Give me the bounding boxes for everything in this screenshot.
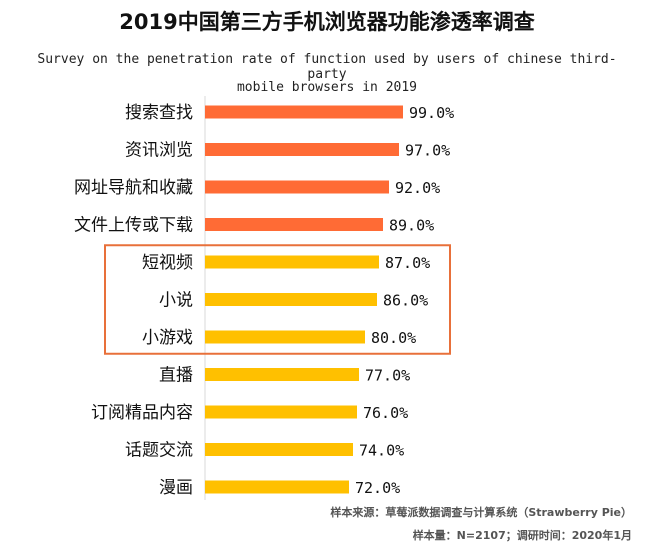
bar: [205, 293, 377, 306]
category-label: 小游戏: [142, 328, 193, 348]
category-label: 直播: [159, 366, 193, 386]
bar: [205, 255, 379, 269]
data-label: 89.0%: [389, 217, 434, 235]
highlight-box: [104, 244, 451, 355]
category-label: 搜索查找: [125, 103, 193, 123]
category-label: 漫画: [159, 478, 193, 498]
category-label: 订阅精品内容: [91, 403, 193, 423]
bar: [205, 218, 383, 231]
data-label: 76.0%: [363, 404, 408, 422]
category-label: 资讯浏览: [125, 141, 193, 161]
bar: [205, 443, 353, 456]
category-label: 短视频: [142, 253, 193, 273]
source-note: 样本来源：草莓派数据调查与计算系统（Strawberry Pie）: [330, 506, 632, 519]
category-label: 网址导航和收藏: [74, 178, 193, 198]
data-label: 74.0%: [359, 442, 404, 460]
data-label: 87.0%: [385, 254, 430, 272]
bar: [205, 105, 403, 119]
bar: [205, 330, 365, 344]
bar: [205, 368, 359, 381]
chart-subtitle-line2: mobile browsers in 2019: [236, 80, 417, 95]
data-label: 99.0%: [409, 104, 454, 122]
category-label: 小说: [159, 291, 193, 311]
data-label: 80.0%: [371, 329, 416, 347]
bar: [205, 143, 399, 156]
data-label: 92.0%: [395, 179, 440, 197]
chart-title: 2019中国第三方手机浏览器功能渗透率调查: [119, 10, 535, 34]
category-label: 文件上传或下载: [74, 216, 193, 236]
bar: [205, 405, 357, 419]
chart-subtitle-line1: Survey on the penetration rate of functi…: [37, 52, 617, 82]
sample-note: 样本量：N=2107；调研时间：2020年1月: [412, 529, 632, 542]
category-label: 话题交流: [125, 441, 193, 461]
data-label: 86.0%: [383, 292, 428, 310]
data-label: 97.0%: [405, 142, 450, 160]
bar: [205, 480, 349, 494]
data-label: 77.0%: [365, 367, 410, 385]
data-label: 72.0%: [355, 479, 400, 497]
bar: [205, 180, 389, 194]
